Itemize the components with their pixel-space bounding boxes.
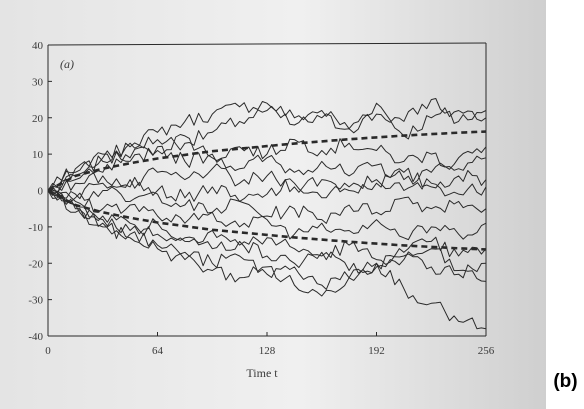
random-walk-path-5 [47, 175, 487, 202]
x-axis: 0 64 128 192 256 [45, 332, 495, 357]
random-walk-path-9 [47, 190, 487, 279]
x-tick-label: 192 [368, 345, 385, 357]
y-tick-label: 0 [38, 186, 44, 198]
y-tick-label: 10 [32, 149, 44, 161]
random-walk-path-11 [47, 190, 487, 330]
random-walk-path-4 [47, 163, 487, 196]
panel-label: (a) [60, 57, 74, 71]
random-walk-path-6 [47, 186, 487, 224]
dashed-envelope-13 [47, 189, 487, 251]
y-tick-label: 40 [32, 40, 44, 52]
random-walk-path-1 [47, 98, 487, 194]
y-tick-label: 20 [32, 113, 44, 125]
dashed-envelope-12 [47, 130, 487, 192]
y-tick-label: -30 [28, 295, 43, 307]
x-tick-label: 128 [259, 345, 276, 357]
x-tick-label: 256 [478, 345, 495, 357]
x-tick-label: 0 [45, 345, 51, 357]
y-tick-label: -40 [28, 331, 43, 343]
frame-top [47, 42, 487, 46]
y-tick-label: 30 [32, 76, 44, 88]
random-walk-path-2 [47, 134, 487, 191]
x-axis-label: Time t [246, 366, 278, 380]
random-walk-path-7 [47, 190, 487, 241]
random-walk-path-10 [47, 190, 487, 290]
y-axis: -40 -30 -20 -10 0 10 20 30 40 [28, 40, 52, 343]
figure-sublabel: (b) [553, 371, 578, 392]
x-tick-label: 64 [152, 345, 164, 357]
chart-photo: -40 -30 -20 -10 0 10 20 30 40 0 64 128 192 256 (a) T… [0, 0, 546, 409]
y-tick-label: -20 [28, 258, 43, 270]
y-tick-label: -10 [28, 222, 43, 234]
random-walk-path-3 [47, 145, 487, 191]
random-walk-path-8 [47, 190, 487, 265]
series-lines [47, 98, 487, 330]
